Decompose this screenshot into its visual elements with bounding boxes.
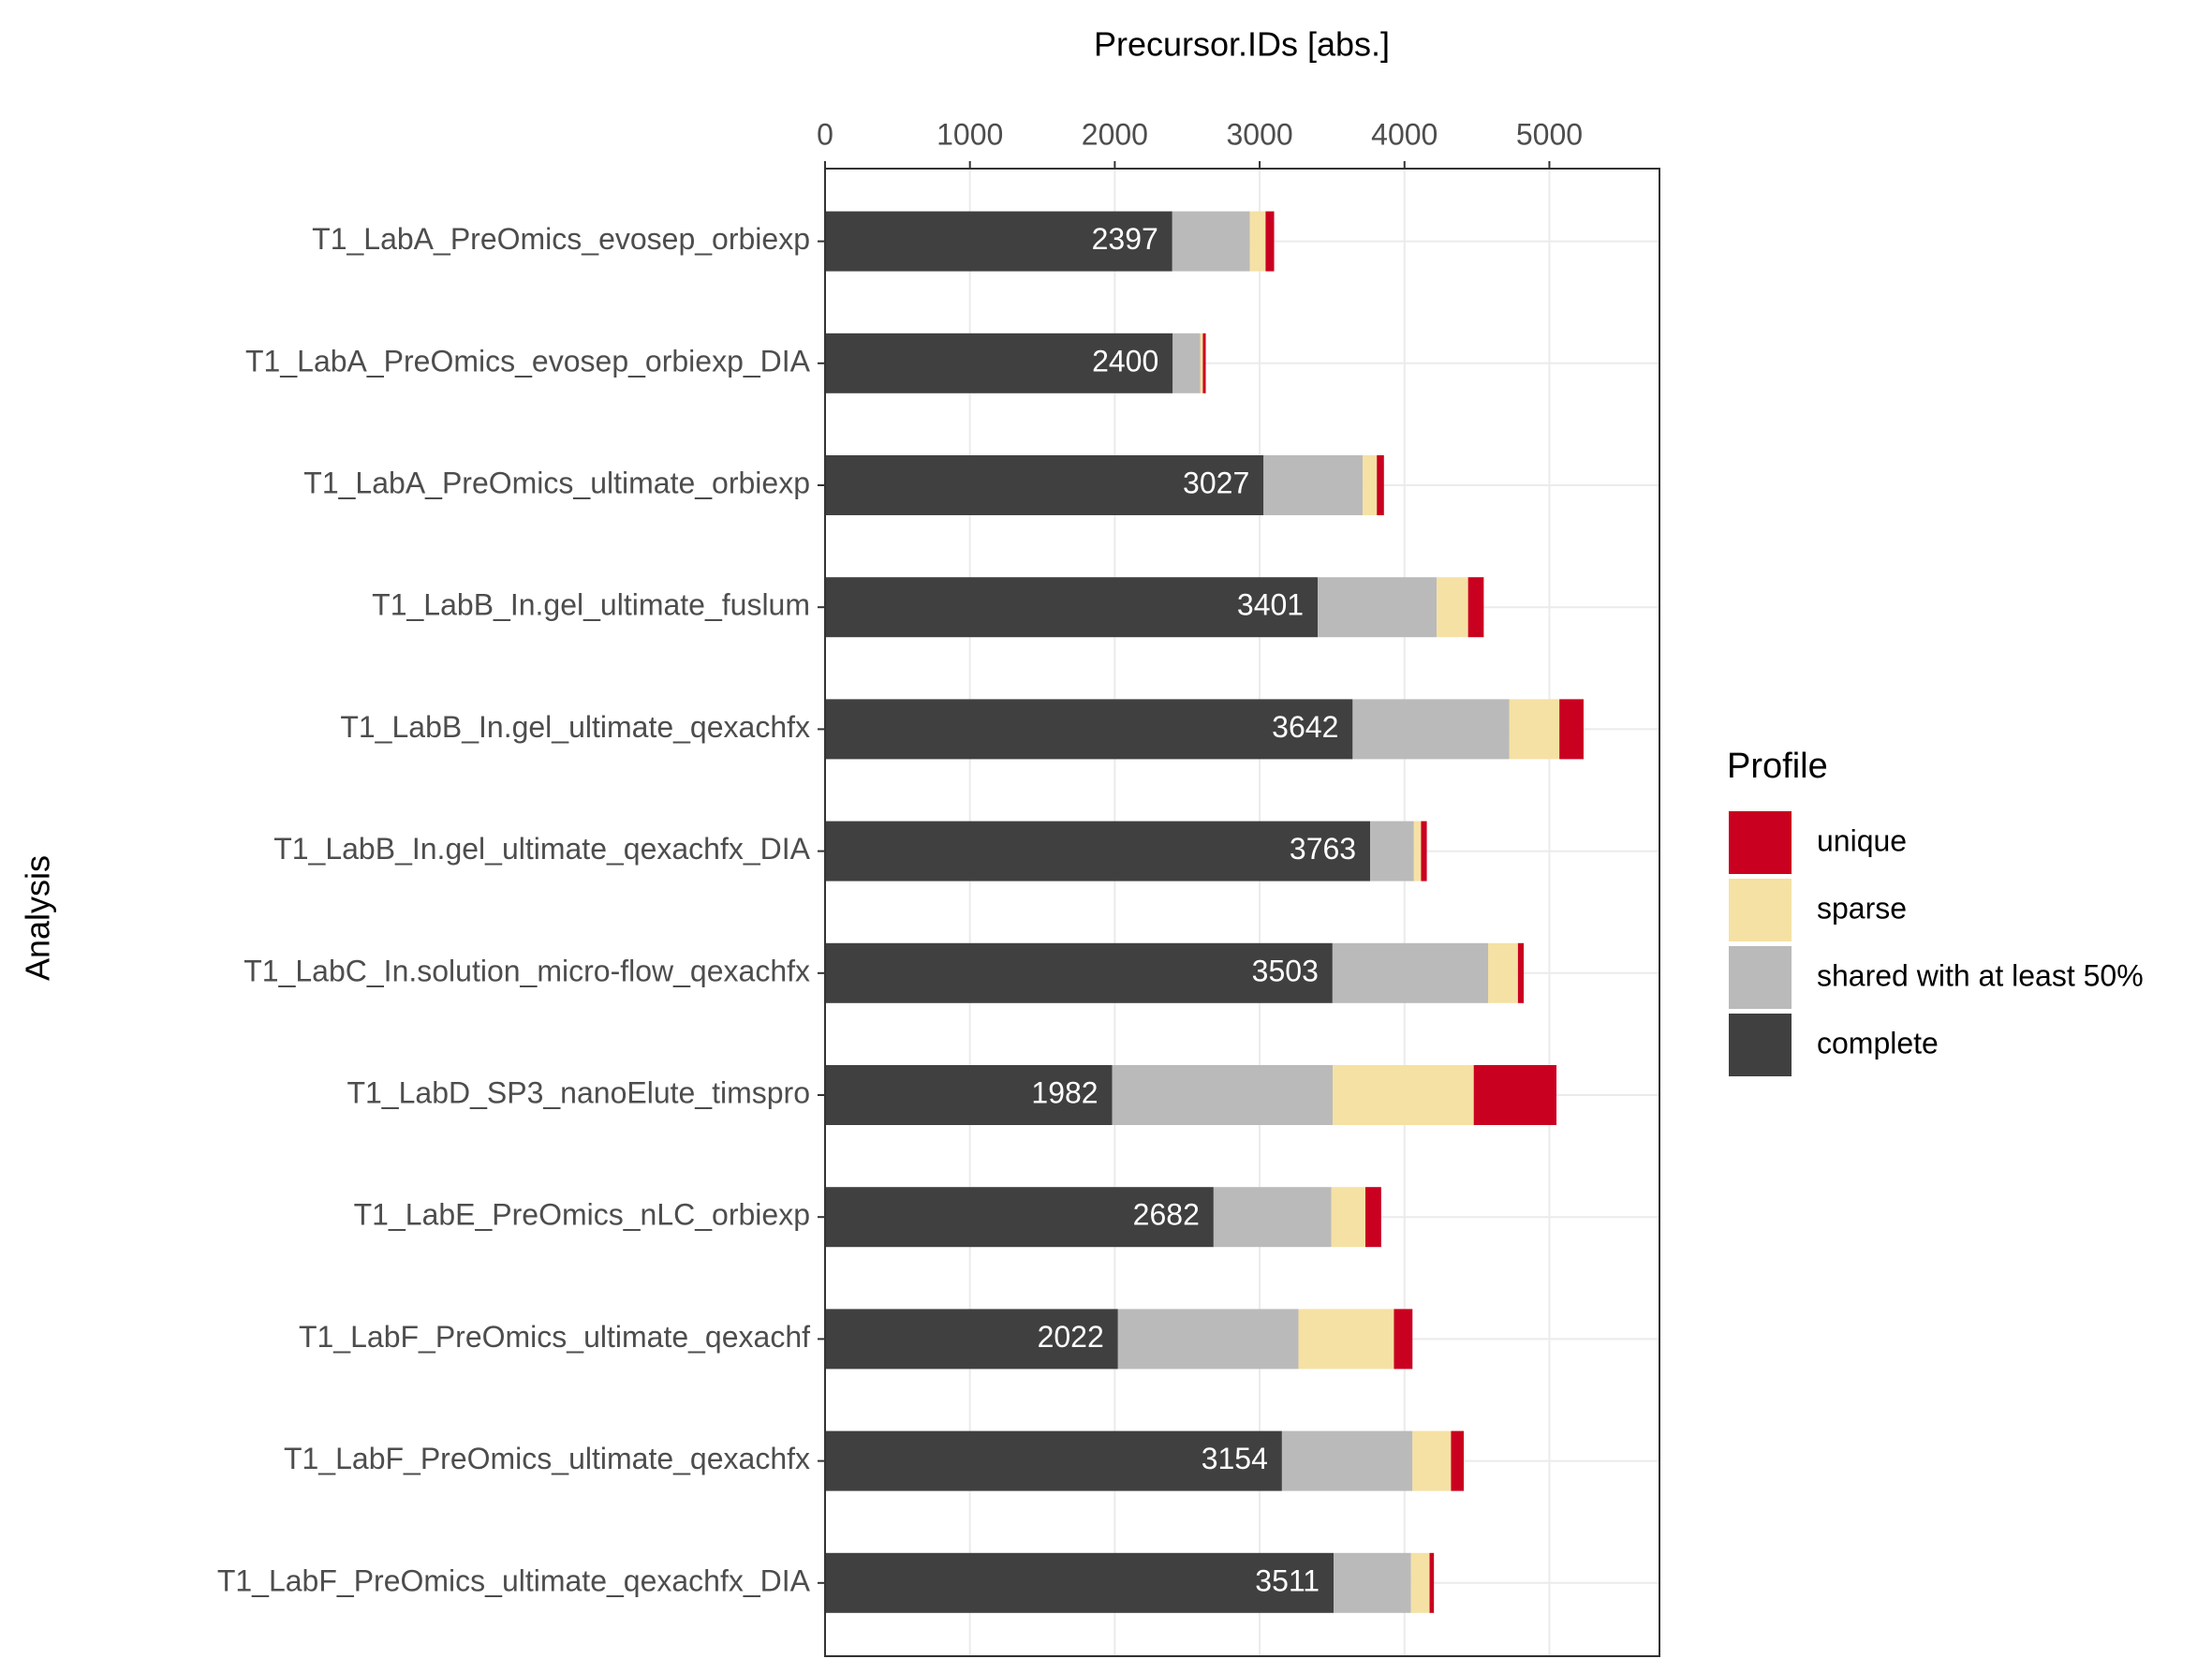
bar-segment <box>1213 1187 1332 1248</box>
plot-border <box>824 168 1660 1657</box>
bar-segment <box>825 333 1173 393</box>
y-tick-label: T1_LabA_PreOmics_evosep_orbiexp <box>312 222 810 256</box>
bar-segment <box>825 1430 1282 1491</box>
bar-segment <box>1559 699 1584 760</box>
x-tick-label: 1000 <box>936 117 1003 151</box>
x-tick-label: 4000 <box>1371 117 1438 151</box>
bar-segment <box>1412 1430 1452 1491</box>
bar-segment <box>1249 211 1266 272</box>
y-tick-label: T1_LabB_In.gel_ultimate_qexachfx_DIA <box>273 832 810 866</box>
y-tick-label: T1_LabF_PreOmics_ultimate_qexachf <box>299 1320 810 1354</box>
bar-segment <box>1117 1309 1299 1370</box>
bar-segment <box>825 455 1264 515</box>
value-label: 3154 <box>1202 1442 1268 1475</box>
y-tick-label: T1_LabB_In.gel_ultimate_fuslum <box>372 588 810 622</box>
bar-segment <box>1370 821 1414 881</box>
bar-segment <box>1429 1552 1435 1613</box>
bar-segment <box>825 211 1172 272</box>
bar-segment <box>1202 333 1206 393</box>
bar-segment <box>1394 1309 1413 1370</box>
x-tick-label: 3000 <box>1226 117 1292 151</box>
legend-label: shared with at least 50% <box>1817 958 2144 992</box>
value-label: 2400 <box>1092 344 1158 378</box>
y-tick-label: T1_LabC_In.solution_micro-flow_qexachfx <box>243 954 810 987</box>
x-tick-label: 2000 <box>1082 117 1148 151</box>
bar-segment <box>1281 1430 1413 1491</box>
y-tick-label: T1_LabE_PreOmics_nLC_orbiexp <box>354 1198 810 1232</box>
legend-label: unique <box>1817 823 1907 857</box>
y-tick-label: T1_LabA_PreOmics_ultimate_orbiexp <box>303 466 810 499</box>
x-axis-title: Precursor.IDs [abs.] <box>1094 25 1390 64</box>
bar-segment <box>1509 699 1560 760</box>
bar-segment <box>1352 699 1510 760</box>
bar-segment <box>1263 455 1364 515</box>
y-tick-label: T1_LabF_PreOmics_ultimate_qexachfx_DIA <box>217 1563 811 1597</box>
value-label: 3763 <box>1290 832 1356 866</box>
bar-segment <box>825 1065 1113 1125</box>
bar-segment <box>825 1187 1214 1248</box>
bar-segment <box>825 942 1333 1003</box>
bar-segment <box>825 577 1319 638</box>
y-tick-label: T1_LabA_PreOmics_evosep_orbiexp_DIA <box>245 344 811 378</box>
bar-segment <box>1413 821 1422 881</box>
bar-segment <box>1334 1552 1411 1613</box>
bar-segment <box>1488 942 1518 1003</box>
value-label: 3511 <box>1255 1563 1320 1597</box>
x-tick-label: 5000 <box>1516 117 1583 151</box>
legend-title: Profile <box>1727 747 1828 786</box>
value-label: 3503 <box>1252 954 1319 987</box>
bar-segment <box>1467 577 1484 638</box>
bar-segment <box>1298 1309 1394 1370</box>
value-label: 3027 <box>1183 466 1249 499</box>
y-tick-label: T1_LabD_SP3_nanoElute_timspro <box>347 1075 810 1109</box>
bar-segment <box>1172 211 1250 272</box>
bar-segment <box>1410 1552 1430 1613</box>
value-label: 2022 <box>1038 1320 1104 1354</box>
y-axis-title: Analysis <box>19 855 57 981</box>
bar-segment <box>1363 455 1378 515</box>
legend-label: sparse <box>1817 891 1907 925</box>
bar-segment <box>1364 1187 1381 1248</box>
y-tick-label: T1_LabB_In.gel_ultimate_qexachfx <box>340 710 810 744</box>
bar-segment <box>1332 942 1489 1003</box>
bar-segment <box>1517 942 1525 1003</box>
bar-segment <box>1377 455 1384 515</box>
bar-segment <box>1473 1065 1557 1125</box>
x-tick-label: 0 <box>817 117 833 151</box>
bar-segment <box>825 821 1371 881</box>
bar-segment <box>825 1309 1118 1370</box>
bar-segment <box>1331 1187 1365 1248</box>
bar-segment <box>1437 577 1468 638</box>
legend-key <box>1729 1014 1792 1076</box>
bar-segment <box>1333 1065 1474 1125</box>
legend-key <box>1729 946 1792 1009</box>
legend-key <box>1729 879 1792 941</box>
bar-segment <box>1421 821 1427 881</box>
bar-segment <box>1172 333 1201 393</box>
bar-segment <box>825 699 1353 760</box>
value-label: 1982 <box>1031 1075 1098 1109</box>
value-label: 3642 <box>1272 710 1338 744</box>
bar-segment <box>1318 577 1438 638</box>
bar-segment <box>1112 1065 1334 1125</box>
y-tick-label: T1_LabF_PreOmics_ultimate_qexachfx <box>284 1442 810 1475</box>
bar-segment <box>825 1552 1335 1613</box>
bar-segment <box>1265 211 1275 272</box>
legend-key <box>1729 811 1792 874</box>
value-label: 2682 <box>1133 1198 1200 1232</box>
value-label: 2397 <box>1092 222 1158 256</box>
bar-segment <box>1200 333 1203 393</box>
legend-label: complete <box>1817 1026 1939 1059</box>
value-label: 3401 <box>1237 588 1304 622</box>
bar-segment <box>1451 1430 1465 1491</box>
